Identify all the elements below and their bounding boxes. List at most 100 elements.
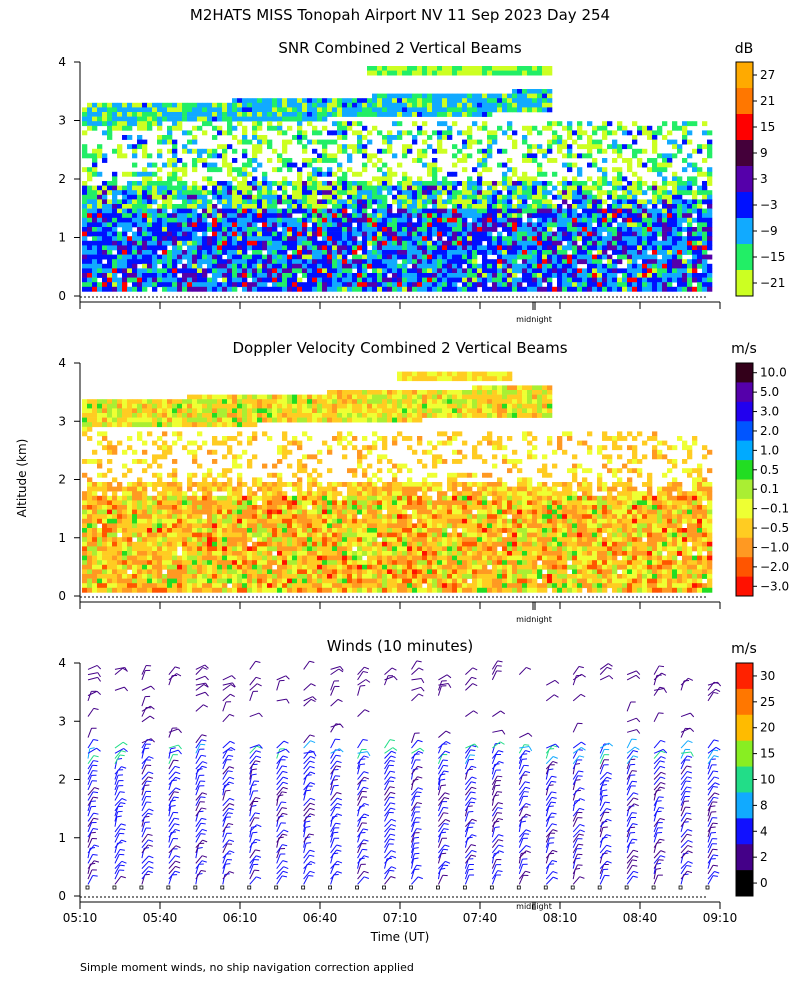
field-cell (447, 236, 453, 242)
field-cell (137, 185, 143, 191)
field-cell (497, 107, 503, 113)
field-cell (212, 107, 218, 113)
field-cell (97, 153, 103, 159)
colorbar-swatch (736, 270, 753, 297)
field-cell (497, 70, 503, 76)
field-cell (82, 569, 88, 575)
field-cell (397, 107, 403, 113)
field-cell (207, 277, 213, 283)
field-cell (267, 125, 273, 131)
field-cell (357, 277, 363, 283)
field-cell (592, 194, 598, 200)
field-cell (322, 171, 328, 177)
field-cell (107, 217, 113, 223)
field-cell (612, 231, 618, 237)
field-cell (177, 399, 183, 405)
field-cell (112, 578, 118, 584)
field-cell (532, 227, 538, 232)
field-cell (232, 185, 238, 191)
field-cell (212, 417, 218, 423)
field-cell (472, 213, 478, 219)
field-cell (302, 208, 308, 214)
field-cell (172, 162, 178, 168)
field-cell (167, 417, 173, 423)
field-cell (212, 399, 218, 405)
field-cell (152, 528, 158, 533)
field-cell (142, 144, 148, 150)
field-cell (342, 208, 348, 214)
field-cell (542, 107, 548, 113)
field-cell (132, 263, 138, 269)
field-cell (462, 98, 468, 104)
field-cell (642, 254, 648, 260)
field-cell (172, 518, 178, 524)
field-cell (222, 112, 228, 117)
field-cell (607, 277, 613, 283)
field-cell (192, 148, 198, 154)
field-cell (287, 194, 293, 200)
field-cell (207, 167, 213, 173)
colorbar-label: 27 (760, 68, 775, 82)
field-cell (447, 93, 453, 99)
field-cell (112, 413, 118, 418)
field-cell (357, 227, 363, 232)
field-cell (342, 107, 348, 113)
field-cell (87, 217, 93, 223)
field-cell (602, 245, 608, 251)
field-cell (562, 181, 568, 186)
field-cell (467, 208, 473, 214)
field-cell (87, 486, 93, 492)
field-cell (87, 500, 93, 506)
field-cell (477, 199, 483, 205)
field-cell (152, 454, 158, 460)
field-cell (197, 555, 203, 561)
field-cell (427, 112, 433, 117)
field-cell (692, 199, 698, 205)
field-cell (92, 240, 98, 246)
field-cell (292, 190, 298, 196)
field-cell (192, 532, 198, 538)
field-cell (607, 254, 613, 260)
field-cell (522, 102, 528, 108)
field-cell (487, 130, 493, 136)
field-cell (687, 231, 693, 237)
field-cell (122, 463, 128, 469)
field-cell (452, 208, 458, 214)
field-cell (677, 213, 683, 219)
field-cell (492, 66, 498, 71)
field-cell (87, 403, 93, 409)
field-cell (292, 236, 298, 242)
field-cell (472, 236, 478, 242)
field-cell (672, 263, 678, 269)
field-cell (342, 171, 348, 177)
field-cell (232, 268, 238, 274)
field-cell (507, 222, 513, 228)
field-cell (162, 259, 168, 265)
field-cell (232, 116, 238, 122)
field-cell (227, 199, 233, 205)
field-cell (457, 277, 463, 283)
field-cell (132, 217, 138, 223)
field-cell (217, 167, 223, 173)
field-cell (427, 273, 433, 278)
field-cell (407, 273, 413, 278)
field-cell (322, 213, 328, 219)
field-cell (372, 162, 378, 168)
field-cell (662, 286, 668, 292)
field-cell (537, 144, 543, 150)
field-cell (417, 227, 423, 232)
field-cell (262, 208, 268, 214)
field-cell (402, 153, 408, 159)
field-cell (582, 227, 588, 232)
field-cell (157, 245, 163, 251)
field-cell (252, 181, 258, 186)
field-cell (112, 181, 118, 186)
field-cell (467, 259, 473, 265)
field-cell (127, 564, 133, 570)
field-cell (417, 112, 423, 117)
field-cell (142, 574, 148, 579)
field-cell (197, 560, 203, 566)
field-cell (147, 181, 153, 186)
field-cell (582, 185, 588, 191)
